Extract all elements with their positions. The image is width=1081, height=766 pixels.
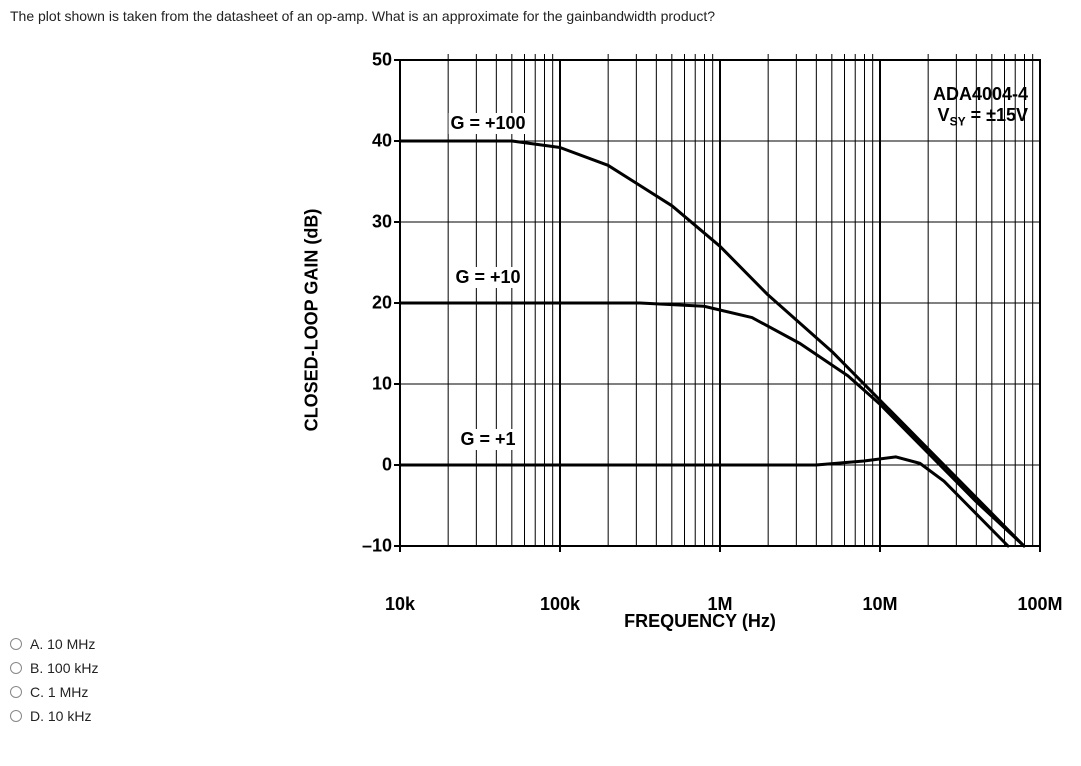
x-tick-label: 1M	[707, 594, 732, 615]
answer-option-D[interactable]: D. 10 kHz	[10, 708, 98, 724]
series-label: G = +1	[458, 429, 517, 450]
y-tick-label: 50	[352, 50, 392, 71]
answer-option-C[interactable]: C. 1 MHz	[10, 684, 98, 700]
question-text: The plot shown is taken from the datashe…	[10, 8, 1071, 24]
chart-annotation: ADA4004-4VSY = ±15V	[933, 84, 1028, 129]
x-tick-label: 100M	[1017, 594, 1062, 615]
series-label: G = +100	[448, 113, 527, 134]
y-tick-label: –10	[352, 536, 392, 557]
answer-option-label: A. 10 MHz	[30, 636, 95, 652]
y-tick-label: 10	[352, 374, 392, 395]
x-tick-label: 10M	[862, 594, 897, 615]
radio-icon[interactable]	[10, 686, 22, 698]
x-tick-label: 10k	[385, 594, 415, 615]
radio-icon[interactable]	[10, 638, 22, 650]
y-tick-label: 20	[352, 293, 392, 314]
page-root: The plot shown is taken from the datashe…	[0, 0, 1081, 766]
radio-icon[interactable]	[10, 710, 22, 722]
y-tick-label: 30	[352, 212, 392, 233]
x-tick-label: 100k	[540, 594, 580, 615]
y-tick-labels: 50403020100–10	[356, 50, 396, 590]
y-tick-label: 0	[352, 455, 392, 476]
answer-option-A[interactable]: A. 10 MHz	[10, 636, 98, 652]
x-tick-labels: 10k100k1M10M100M	[400, 594, 1040, 614]
bode-chart: CLOSED-LOOP GAIN (dB) FREQUENCY (Hz) 504…	[340, 50, 1060, 590]
answer-options: A. 10 MHz B. 100 kHz C. 1 MHz D. 10 kHz	[10, 636, 98, 724]
answer-option-label: C. 1 MHz	[30, 684, 88, 700]
radio-icon[interactable]	[10, 662, 22, 674]
series-label: G = +10	[453, 267, 522, 288]
x-axis-label: FREQUENCY (Hz)	[624, 611, 776, 632]
y-axis-label: CLOSED-LOOP GAIN (dB)	[302, 209, 323, 432]
answer-option-label: D. 10 kHz	[30, 708, 91, 724]
answer-option-label: B. 100 kHz	[30, 660, 98, 676]
answer-option-B[interactable]: B. 100 kHz	[10, 660, 98, 676]
y-tick-label: 40	[352, 131, 392, 152]
